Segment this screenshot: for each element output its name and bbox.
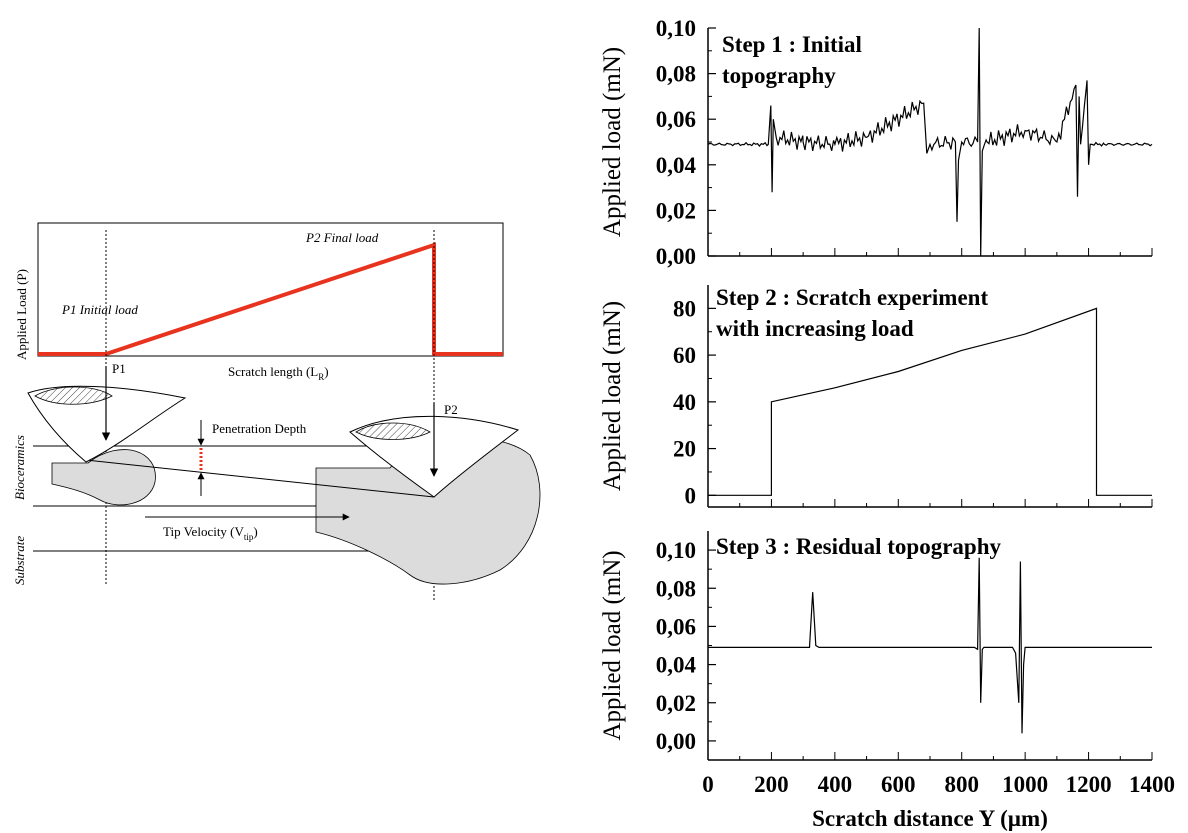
y-tick-label: 40: [673, 390, 696, 415]
p1-label: P1: [112, 361, 126, 376]
bioceramics-layer-label: Bioceramics: [12, 435, 27, 500]
load-plot-y-label: Applied Load (P): [14, 269, 29, 360]
y-tick-label: 0,06: [656, 614, 696, 639]
y-axis-label: Applied load (mN): [599, 550, 626, 740]
x-tick-label: 600: [881, 772, 916, 797]
x-tick-label: 1200: [1066, 772, 1112, 797]
x-axis-label: Scratch distance Y (µm): [812, 806, 1048, 831]
y-tick-label: 60: [673, 343, 696, 368]
y-tick-label: 20: [673, 437, 696, 462]
step-2-chart: 0 20 40 60 80 Applied load (mN) Step 2 : Scrat…: [599, 285, 1153, 508]
y-tick-label: 80: [673, 296, 696, 321]
indenter-cap-p2: [355, 422, 431, 440]
x-tick-label: 200: [754, 772, 789, 797]
y-tick-label: 0,04: [656, 653, 697, 678]
series-line: [708, 557, 1152, 734]
y-axis-label: Applied load (mN): [599, 301, 626, 491]
p2-label: P2: [444, 402, 458, 417]
scratch-path-line: [85, 459, 435, 498]
y-tick-label: 0,04: [656, 153, 697, 178]
y-tick-label: 0,00: [656, 729, 696, 754]
tip-velocity-label: Tip Velocity (Vtip): [163, 524, 258, 542]
step-3-chart: 0,00 0,02 0,04 0,06 0,08 0,10 0 200 400 600 800 100…: [599, 531, 1175, 831]
x-tick-label: 400: [818, 772, 853, 797]
series-line: [707, 27, 1153, 257]
y-tick-label: 0,08: [656, 576, 696, 601]
y-tick-label: 0,08: [656, 62, 696, 87]
initial-load-label: P1 Initial load: [61, 302, 138, 317]
load-ramp-curve: [38, 242, 503, 356]
step-1-chart: 0,00 0,02 0,04 0,06 0,08 0,10 Applied load (mN…: [599, 16, 1153, 269]
load-plot-frame: [37, 222, 504, 357]
x-tick-label: 800: [944, 772, 979, 797]
chart-title: with increasing load: [716, 316, 914, 341]
y-tick-label: 0,10: [656, 16, 696, 41]
substrate-layer-label: Substrate: [12, 536, 27, 585]
x-tick-label: 1000: [1002, 772, 1048, 797]
y-tick-label: 0,10: [656, 538, 696, 563]
final-load-label: P2 Final load: [305, 230, 379, 245]
deformation-zone-small: [51, 449, 156, 506]
y-tick-label: 0,02: [656, 691, 696, 716]
penetration-depth-label: Penetration Depth: [212, 421, 307, 436]
x-tick-label: 0: [702, 772, 714, 797]
y-tick-label: 0,00: [656, 244, 696, 269]
chart-title: Step 3 : Residual topography: [716, 534, 1001, 559]
scratch-length-label: Scratch length (LR): [228, 364, 329, 382]
y-tick-label: 0: [685, 483, 697, 508]
x-tick-label: 1400: [1129, 772, 1175, 797]
chart-title: Step 1 : Initial: [722, 32, 862, 57]
scratch-test-diagram: Applied Load (P) P1 Initial load P2 Fina…: [12, 222, 541, 600]
chart-title: topography: [722, 63, 836, 88]
y-tick-label: 0,02: [656, 198, 696, 223]
y-tick-label: 0,06: [656, 107, 696, 132]
indenter-cap-p1: [34, 386, 113, 405]
y-axis-label: Applied load (mN): [599, 47, 626, 237]
chart-title: Step 2 : Scratch experiment: [716, 285, 988, 310]
series-line: [708, 307, 1152, 496]
